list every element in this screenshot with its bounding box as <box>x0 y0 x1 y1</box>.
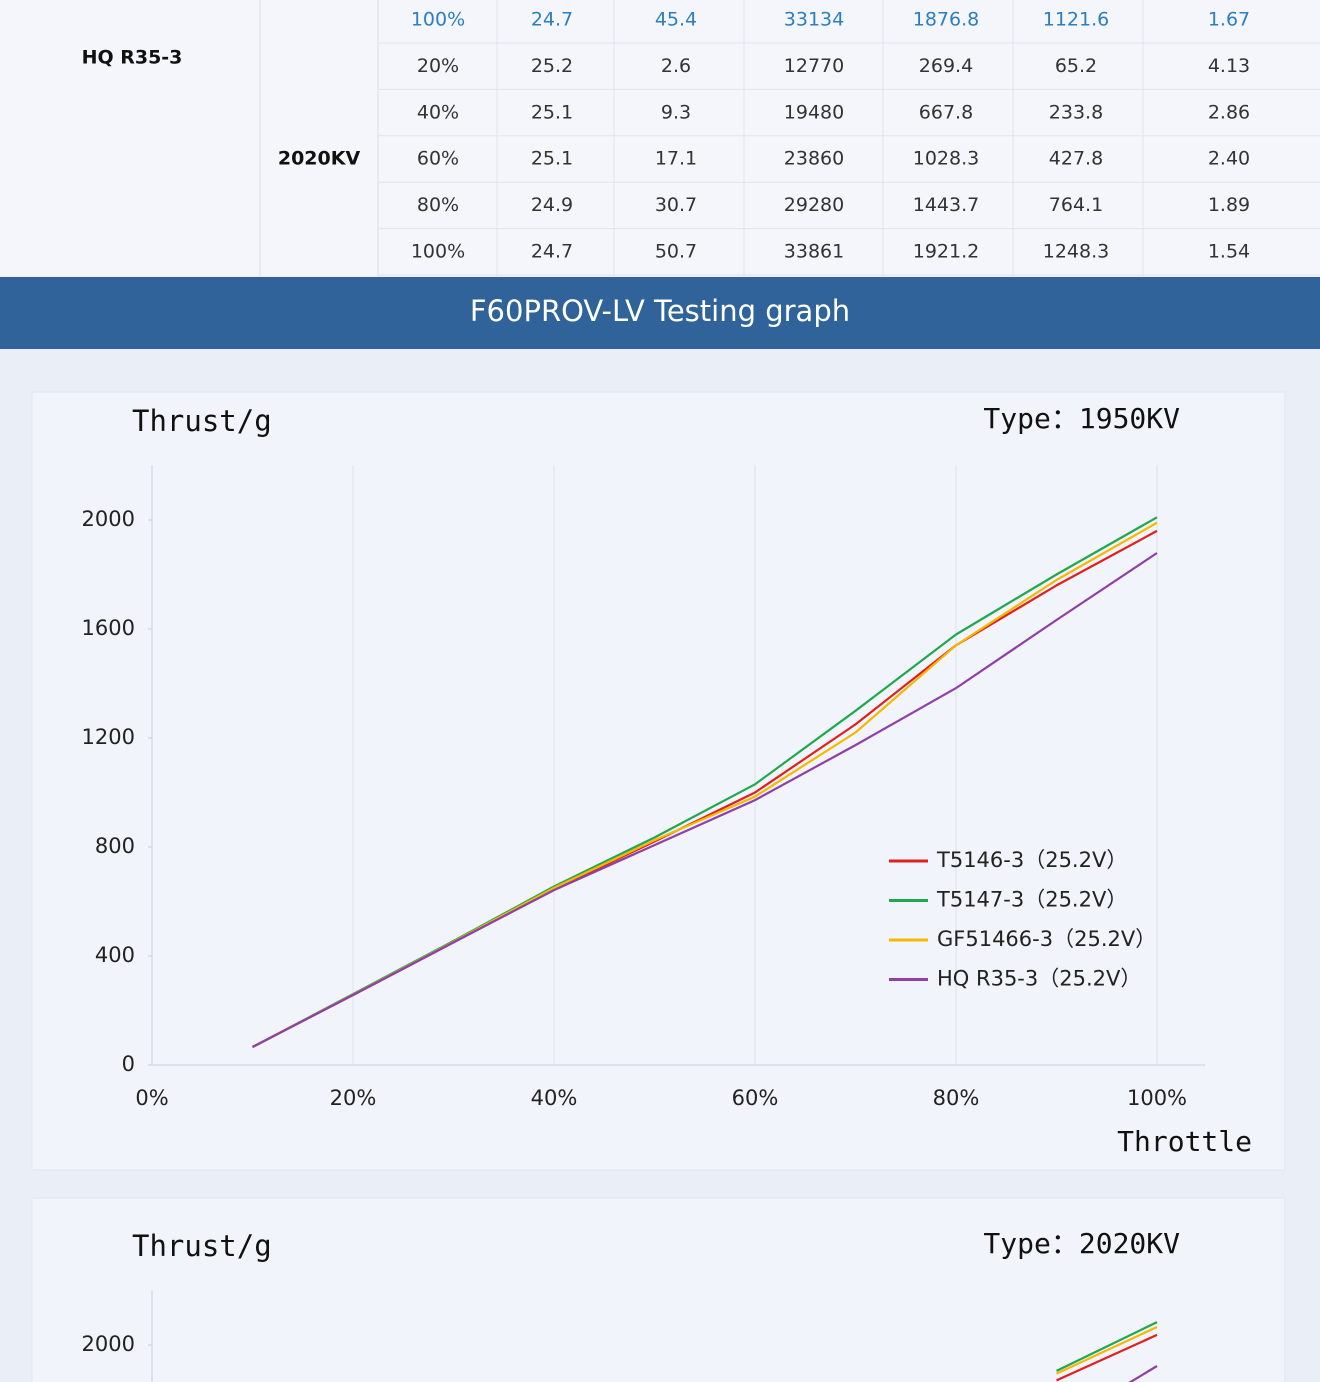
table-cell: 4.13 <box>1208 55 1250 77</box>
y-axis-label: Thrust/g <box>132 404 272 438</box>
annotation: Type：1950KV <box>983 402 1180 435</box>
table-cell: 9.3 <box>661 101 691 123</box>
annotation: Type：2020KV <box>983 1227 1180 1260</box>
y-tick-label: 0 <box>122 1052 135 1076</box>
table-cell: 50.7 <box>655 241 697 263</box>
table-cell: 269.4 <box>919 55 973 77</box>
table-group-label: HQ R35-3 <box>82 47 183 69</box>
table-cell: 1443.7 <box>913 194 979 216</box>
table-cell: 233.8 <box>1049 101 1103 123</box>
table-cell: 24.7 <box>531 9 573 31</box>
table-cell: 667.8 <box>919 101 973 123</box>
chart-panel <box>31 391 1286 1171</box>
y-axis-label: Thrust/g <box>132 1229 272 1263</box>
chart-panel <box>31 1197 1286 1382</box>
series-line <box>1056 1333 1158 1382</box>
table-cell: 1248.3 <box>1043 241 1109 263</box>
x-tick-label: 60% <box>732 1086 779 1110</box>
table-cell: 1.54 <box>1208 241 1250 263</box>
table-cell: 23860 <box>784 148 844 170</box>
x-tick-label: 0% <box>135 1086 168 1110</box>
x-tick-label: 80% <box>933 1086 980 1110</box>
table-cell: 764.1 <box>1049 194 1103 216</box>
x-tick-label: 100% <box>1127 1086 1187 1110</box>
table-cell: 17.1 <box>655 148 697 170</box>
table-cell: 40% <box>417 101 459 123</box>
y-tick-label: 1200 <box>82 725 135 749</box>
table-cell: 25.2 <box>531 55 573 77</box>
y-tick-label: 800 <box>95 834 135 858</box>
x-tick-label: 40% <box>531 1086 578 1110</box>
table-cell: 65.2 <box>1055 55 1097 77</box>
table-cell: 1.67 <box>1208 9 1250 31</box>
table-cell: 100% <box>411 9 465 31</box>
table-cell: 20% <box>417 55 459 77</box>
table-cell: 2.6 <box>661 55 691 77</box>
table-cell: 19480 <box>784 101 844 123</box>
table-cell: 1028.3 <box>913 148 979 170</box>
table-cell: 45.4 <box>655 9 697 31</box>
legend-label: T5147-3（25.2V） <box>936 888 1127 912</box>
table-cell: 25.1 <box>531 148 573 170</box>
table-cell: 25.1 <box>531 101 573 123</box>
table-cell: 12770 <box>784 55 844 77</box>
y-tick-label: 400 <box>95 943 135 967</box>
table-cell: 33861 <box>784 241 844 263</box>
table-cell: 1121.6 <box>1043 9 1109 31</box>
table-cell: 1876.8 <box>913 9 979 31</box>
table-cell: 29280 <box>784 194 844 216</box>
table-cell: 80% <box>417 194 459 216</box>
legend-label: HQ R35-3（25.2V） <box>937 967 1141 991</box>
table-cell: 33134 <box>784 9 844 31</box>
banner <box>0 277 1320 349</box>
table-cell: 100% <box>411 241 465 263</box>
table-bg <box>0 0 1320 276</box>
table-cell: 24.9 <box>531 194 573 216</box>
table-cell: 1921.2 <box>913 241 979 263</box>
table-cell: 2.40 <box>1208 148 1250 170</box>
table-cell: 60% <box>417 148 459 170</box>
y-tick-label: 2000 <box>82 507 135 531</box>
legend-label: T5146-3（25.2V） <box>936 848 1127 872</box>
y-tick-label: 1600 <box>82 616 135 640</box>
table-cell: 30.7 <box>655 194 697 216</box>
table-cell: 24.7 <box>531 241 573 263</box>
series-line <box>1056 1321 1158 1372</box>
banner-title: F60PROV-LV Testing graph <box>470 294 850 328</box>
legend-label: GF51466-3（25.2V） <box>937 927 1156 951</box>
x-tick-label: 20% <box>330 1086 377 1110</box>
x-axis-label: Throttle <box>1117 1125 1252 1158</box>
table-cell: 1.89 <box>1208 194 1250 216</box>
table-cell: 427.8 <box>1049 148 1103 170</box>
table-kv-label: 2020KV <box>278 148 361 170</box>
series-line <box>251 552 1158 1048</box>
table-cell: 2.86 <box>1208 101 1250 123</box>
y-tick-label: 2000 <box>82 1332 135 1356</box>
series-line <box>1056 1326 1158 1375</box>
series-line <box>1128 1365 1158 1382</box>
